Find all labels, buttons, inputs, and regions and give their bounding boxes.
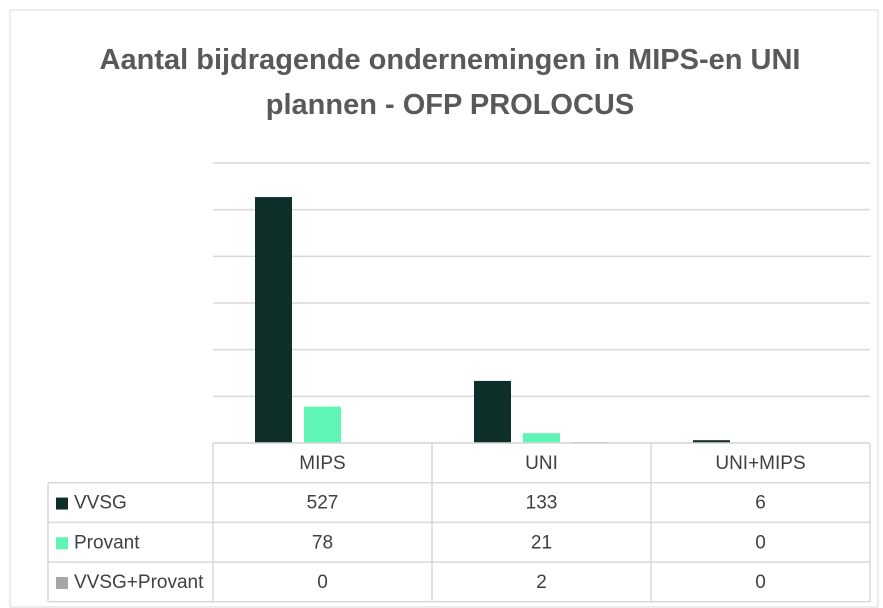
legend-swatch xyxy=(56,497,68,510)
table-value: 0 xyxy=(755,532,766,553)
table-value: 527 xyxy=(307,493,339,514)
bar xyxy=(474,380,511,443)
legend-label: VVSG+Provant xyxy=(74,572,204,593)
x-tick-label: UNI xyxy=(525,453,558,474)
bar xyxy=(693,440,730,443)
legend-swatch xyxy=(56,576,68,589)
bar xyxy=(523,433,560,443)
table-value: 78 xyxy=(312,532,333,553)
table-value: 133 xyxy=(526,493,558,514)
table-value: 21 xyxy=(531,532,552,553)
table-value: 0 xyxy=(755,572,766,593)
bar xyxy=(255,197,292,443)
x-tick-label: UNI+MIPS xyxy=(715,453,805,474)
legend-label: Provant xyxy=(74,532,140,553)
chart-title: Aantal bijdragende ondernemingen in MIPS… xyxy=(99,44,801,121)
legend-label: VVSG xyxy=(74,493,127,514)
table-value: 2 xyxy=(536,572,547,593)
legend-swatch xyxy=(56,537,68,550)
table-value: 0 xyxy=(317,572,328,593)
x-tick-label: MIPS xyxy=(299,453,345,474)
bar xyxy=(304,406,341,443)
table-value: 6 xyxy=(755,493,766,514)
chart-border xyxy=(9,9,879,608)
